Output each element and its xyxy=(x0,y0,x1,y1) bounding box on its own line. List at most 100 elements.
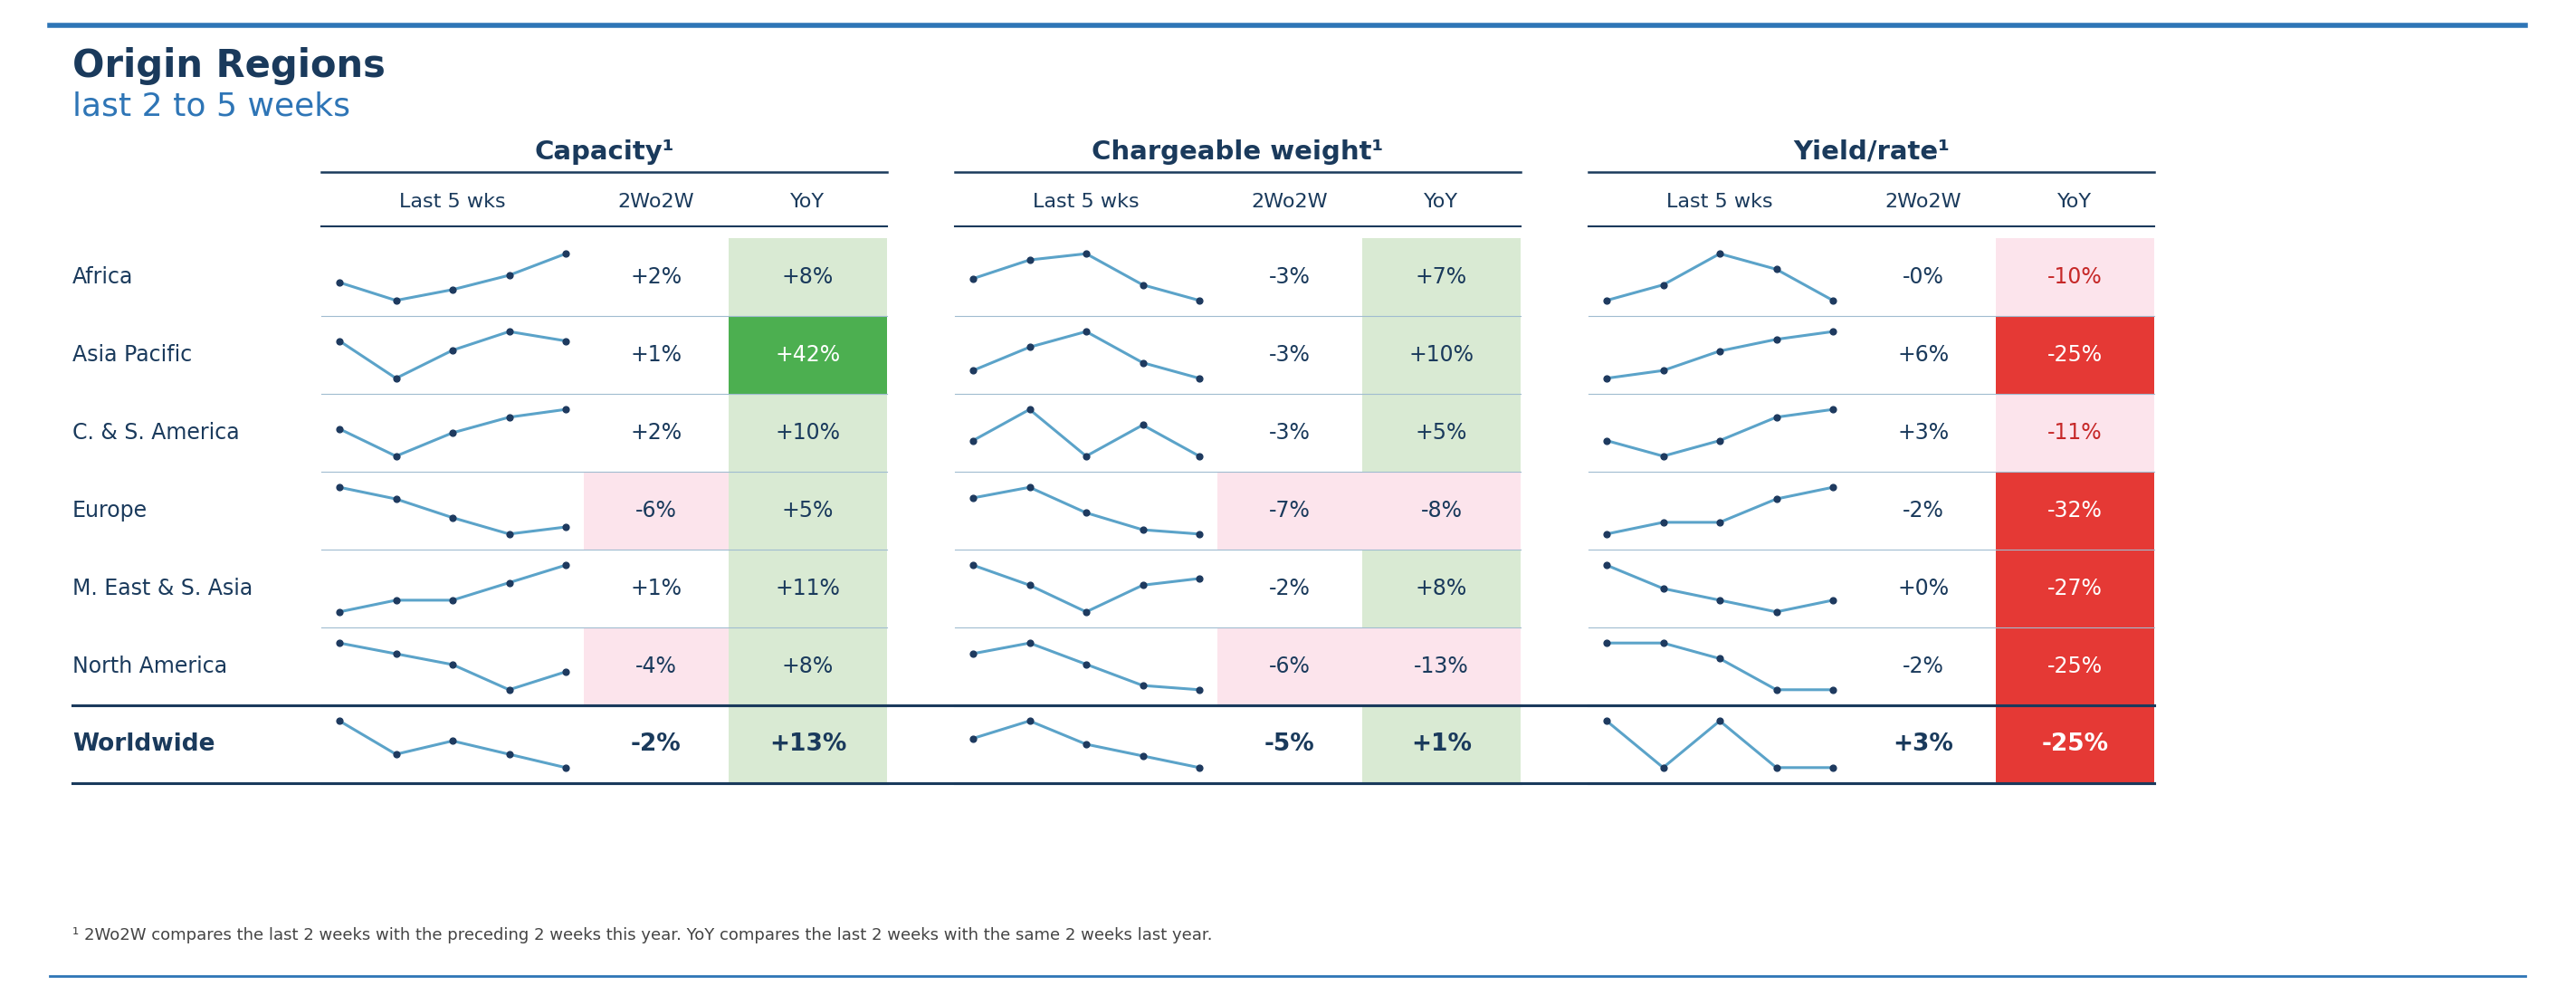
Bar xyxy=(1363,471,1520,550)
Point xyxy=(1123,577,1164,593)
Point xyxy=(1814,479,1855,495)
Point xyxy=(433,656,474,672)
Bar xyxy=(1363,706,1520,783)
Point xyxy=(1180,760,1221,776)
Text: -2%: -2% xyxy=(1904,499,1945,522)
Text: YoY: YoY xyxy=(2058,193,2092,211)
Text: Last 5 wks: Last 5 wks xyxy=(1033,193,1139,211)
Point xyxy=(1587,557,1628,573)
Point xyxy=(1757,681,1798,697)
Point xyxy=(1643,581,1685,597)
Point xyxy=(546,760,587,776)
Bar xyxy=(1363,238,1520,316)
Text: Yield/rate¹: Yield/rate¹ xyxy=(1793,140,1950,165)
Point xyxy=(1587,526,1628,542)
Bar xyxy=(1996,471,2154,550)
Point xyxy=(376,448,417,464)
Bar xyxy=(585,471,729,550)
Point xyxy=(546,333,587,349)
Point xyxy=(1587,432,1628,448)
Point xyxy=(1123,355,1164,371)
Text: YoY: YoY xyxy=(1425,193,1458,211)
Point xyxy=(1700,592,1741,608)
Text: +5%: +5% xyxy=(1414,422,1468,443)
Text: +10%: +10% xyxy=(775,422,840,443)
Point xyxy=(1010,635,1051,651)
Point xyxy=(1814,292,1855,309)
Point xyxy=(953,731,994,747)
Text: YoY: YoY xyxy=(791,193,824,211)
Point xyxy=(1180,292,1221,309)
Bar xyxy=(1363,550,1520,627)
Text: -10%: -10% xyxy=(2048,266,2102,287)
Text: +1%: +1% xyxy=(631,578,683,599)
Bar xyxy=(1363,316,1520,394)
Point xyxy=(1123,522,1164,538)
Point xyxy=(953,645,994,661)
Text: Origin Regions: Origin Regions xyxy=(72,47,386,85)
Text: -3%: -3% xyxy=(1270,422,1311,443)
Text: -25%: -25% xyxy=(2048,655,2102,677)
Point xyxy=(953,557,994,573)
Point xyxy=(1814,592,1855,608)
Point xyxy=(489,526,531,542)
Bar xyxy=(1363,394,1520,471)
Bar xyxy=(585,627,729,706)
Bar xyxy=(729,627,886,706)
Text: -3%: -3% xyxy=(1270,266,1311,287)
Text: -6%: -6% xyxy=(636,499,677,522)
Text: +8%: +8% xyxy=(1414,578,1468,599)
Text: C. & S. America: C. & S. America xyxy=(72,422,240,443)
Text: Europe: Europe xyxy=(72,499,147,522)
Point xyxy=(1587,713,1628,729)
Point xyxy=(489,267,531,283)
Text: -25%: -25% xyxy=(2048,344,2102,366)
Point xyxy=(1757,261,1798,277)
Text: M. East & S. Asia: M. East & S. Asia xyxy=(72,578,252,599)
Text: -27%: -27% xyxy=(2048,578,2102,599)
Point xyxy=(1700,515,1741,531)
Point xyxy=(376,490,417,507)
Point xyxy=(1123,677,1164,693)
Point xyxy=(953,363,994,379)
Bar xyxy=(1996,316,2154,394)
Bar xyxy=(729,550,886,627)
Point xyxy=(1180,681,1221,697)
Point xyxy=(319,479,361,495)
Point xyxy=(953,432,994,448)
Text: +8%: +8% xyxy=(783,655,835,677)
Text: Africa: Africa xyxy=(72,266,134,287)
Text: +2%: +2% xyxy=(631,266,683,287)
Bar xyxy=(729,394,886,471)
Text: -3%: -3% xyxy=(1270,344,1311,366)
Text: +8%: +8% xyxy=(783,266,835,287)
Point xyxy=(1010,577,1051,593)
Point xyxy=(376,370,417,386)
Point xyxy=(953,270,994,286)
Bar xyxy=(1996,627,2154,706)
Text: 2Wo2W: 2Wo2W xyxy=(618,193,696,211)
Point xyxy=(1643,760,1685,776)
Point xyxy=(1814,681,1855,697)
Text: -5%: -5% xyxy=(1265,733,1314,756)
Text: +13%: +13% xyxy=(770,733,848,756)
Point xyxy=(433,425,474,441)
Point xyxy=(1010,252,1051,268)
Point xyxy=(1123,417,1164,433)
Text: -11%: -11% xyxy=(2048,422,2102,443)
Text: +5%: +5% xyxy=(783,499,835,522)
Text: ¹ 2Wo2W compares the last 2 weeks with the preceding 2 weeks this year. YoY comp: ¹ 2Wo2W compares the last 2 weeks with t… xyxy=(72,928,1213,944)
Point xyxy=(546,245,587,261)
Point xyxy=(1643,276,1685,292)
Text: -0%: -0% xyxy=(1904,266,1945,287)
Point xyxy=(319,635,361,651)
Text: -8%: -8% xyxy=(1419,499,1463,522)
Text: Asia Pacific: Asia Pacific xyxy=(72,344,193,366)
Text: -2%: -2% xyxy=(1904,655,1945,677)
Text: +1%: +1% xyxy=(631,344,683,366)
Text: +3%: +3% xyxy=(1893,733,1953,756)
Point xyxy=(1757,604,1798,620)
Point xyxy=(376,646,417,662)
Text: -2%: -2% xyxy=(1270,578,1311,599)
Text: -25%: -25% xyxy=(2040,733,2110,756)
